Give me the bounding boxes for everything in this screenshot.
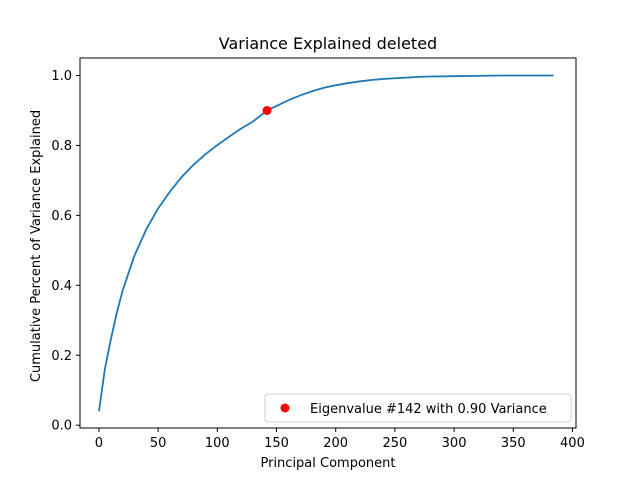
x-tick-label: 100 bbox=[205, 436, 230, 451]
chart-title: Variance Explained deleted bbox=[219, 34, 437, 53]
x-tick-label: 250 bbox=[382, 436, 407, 451]
series-line-0 bbox=[98, 74, 554, 412]
y-tick-label: 1.0 bbox=[51, 69, 72, 84]
y-tick-label: 0.0 bbox=[51, 419, 72, 434]
x-tick-label: 150 bbox=[264, 436, 289, 451]
legend-label: Eigenvalue #142 with 0.90 Variance bbox=[310, 402, 547, 417]
legend: Eigenvalue #142 with 0.90 Variance bbox=[264, 393, 572, 423]
legend-marker bbox=[280, 403, 290, 413]
y-tick-label: 0.6 bbox=[51, 209, 72, 224]
y-tick-label: 0.4 bbox=[51, 279, 72, 294]
x-axis-label: Principal Component bbox=[260, 456, 395, 471]
x-tick-label: 400 bbox=[560, 436, 585, 451]
x-axis: 0 50 100 150 200 250 300 350 400 bbox=[95, 428, 585, 451]
highlight-point bbox=[262, 105, 272, 115]
y-tick-label: 0.8 bbox=[51, 139, 72, 154]
x-tick-label: 50 bbox=[150, 436, 167, 451]
legend-box bbox=[264, 393, 572, 423]
y-tick-label: 0.2 bbox=[51, 349, 72, 364]
plot-frame bbox=[79, 57, 577, 429]
x-tick-label: 200 bbox=[323, 436, 348, 451]
y-axis-label: Cumulative Percent of Variance Explained bbox=[29, 110, 44, 382]
x-tick-label: 300 bbox=[442, 436, 467, 451]
x-tick-label: 350 bbox=[501, 436, 526, 451]
x-tick-label: 0 bbox=[95, 436, 103, 451]
plot-area bbox=[79, 57, 577, 429]
y-axis: 0.0 0.2 0.4 0.6 0.8 1.0 bbox=[51, 69, 80, 434]
